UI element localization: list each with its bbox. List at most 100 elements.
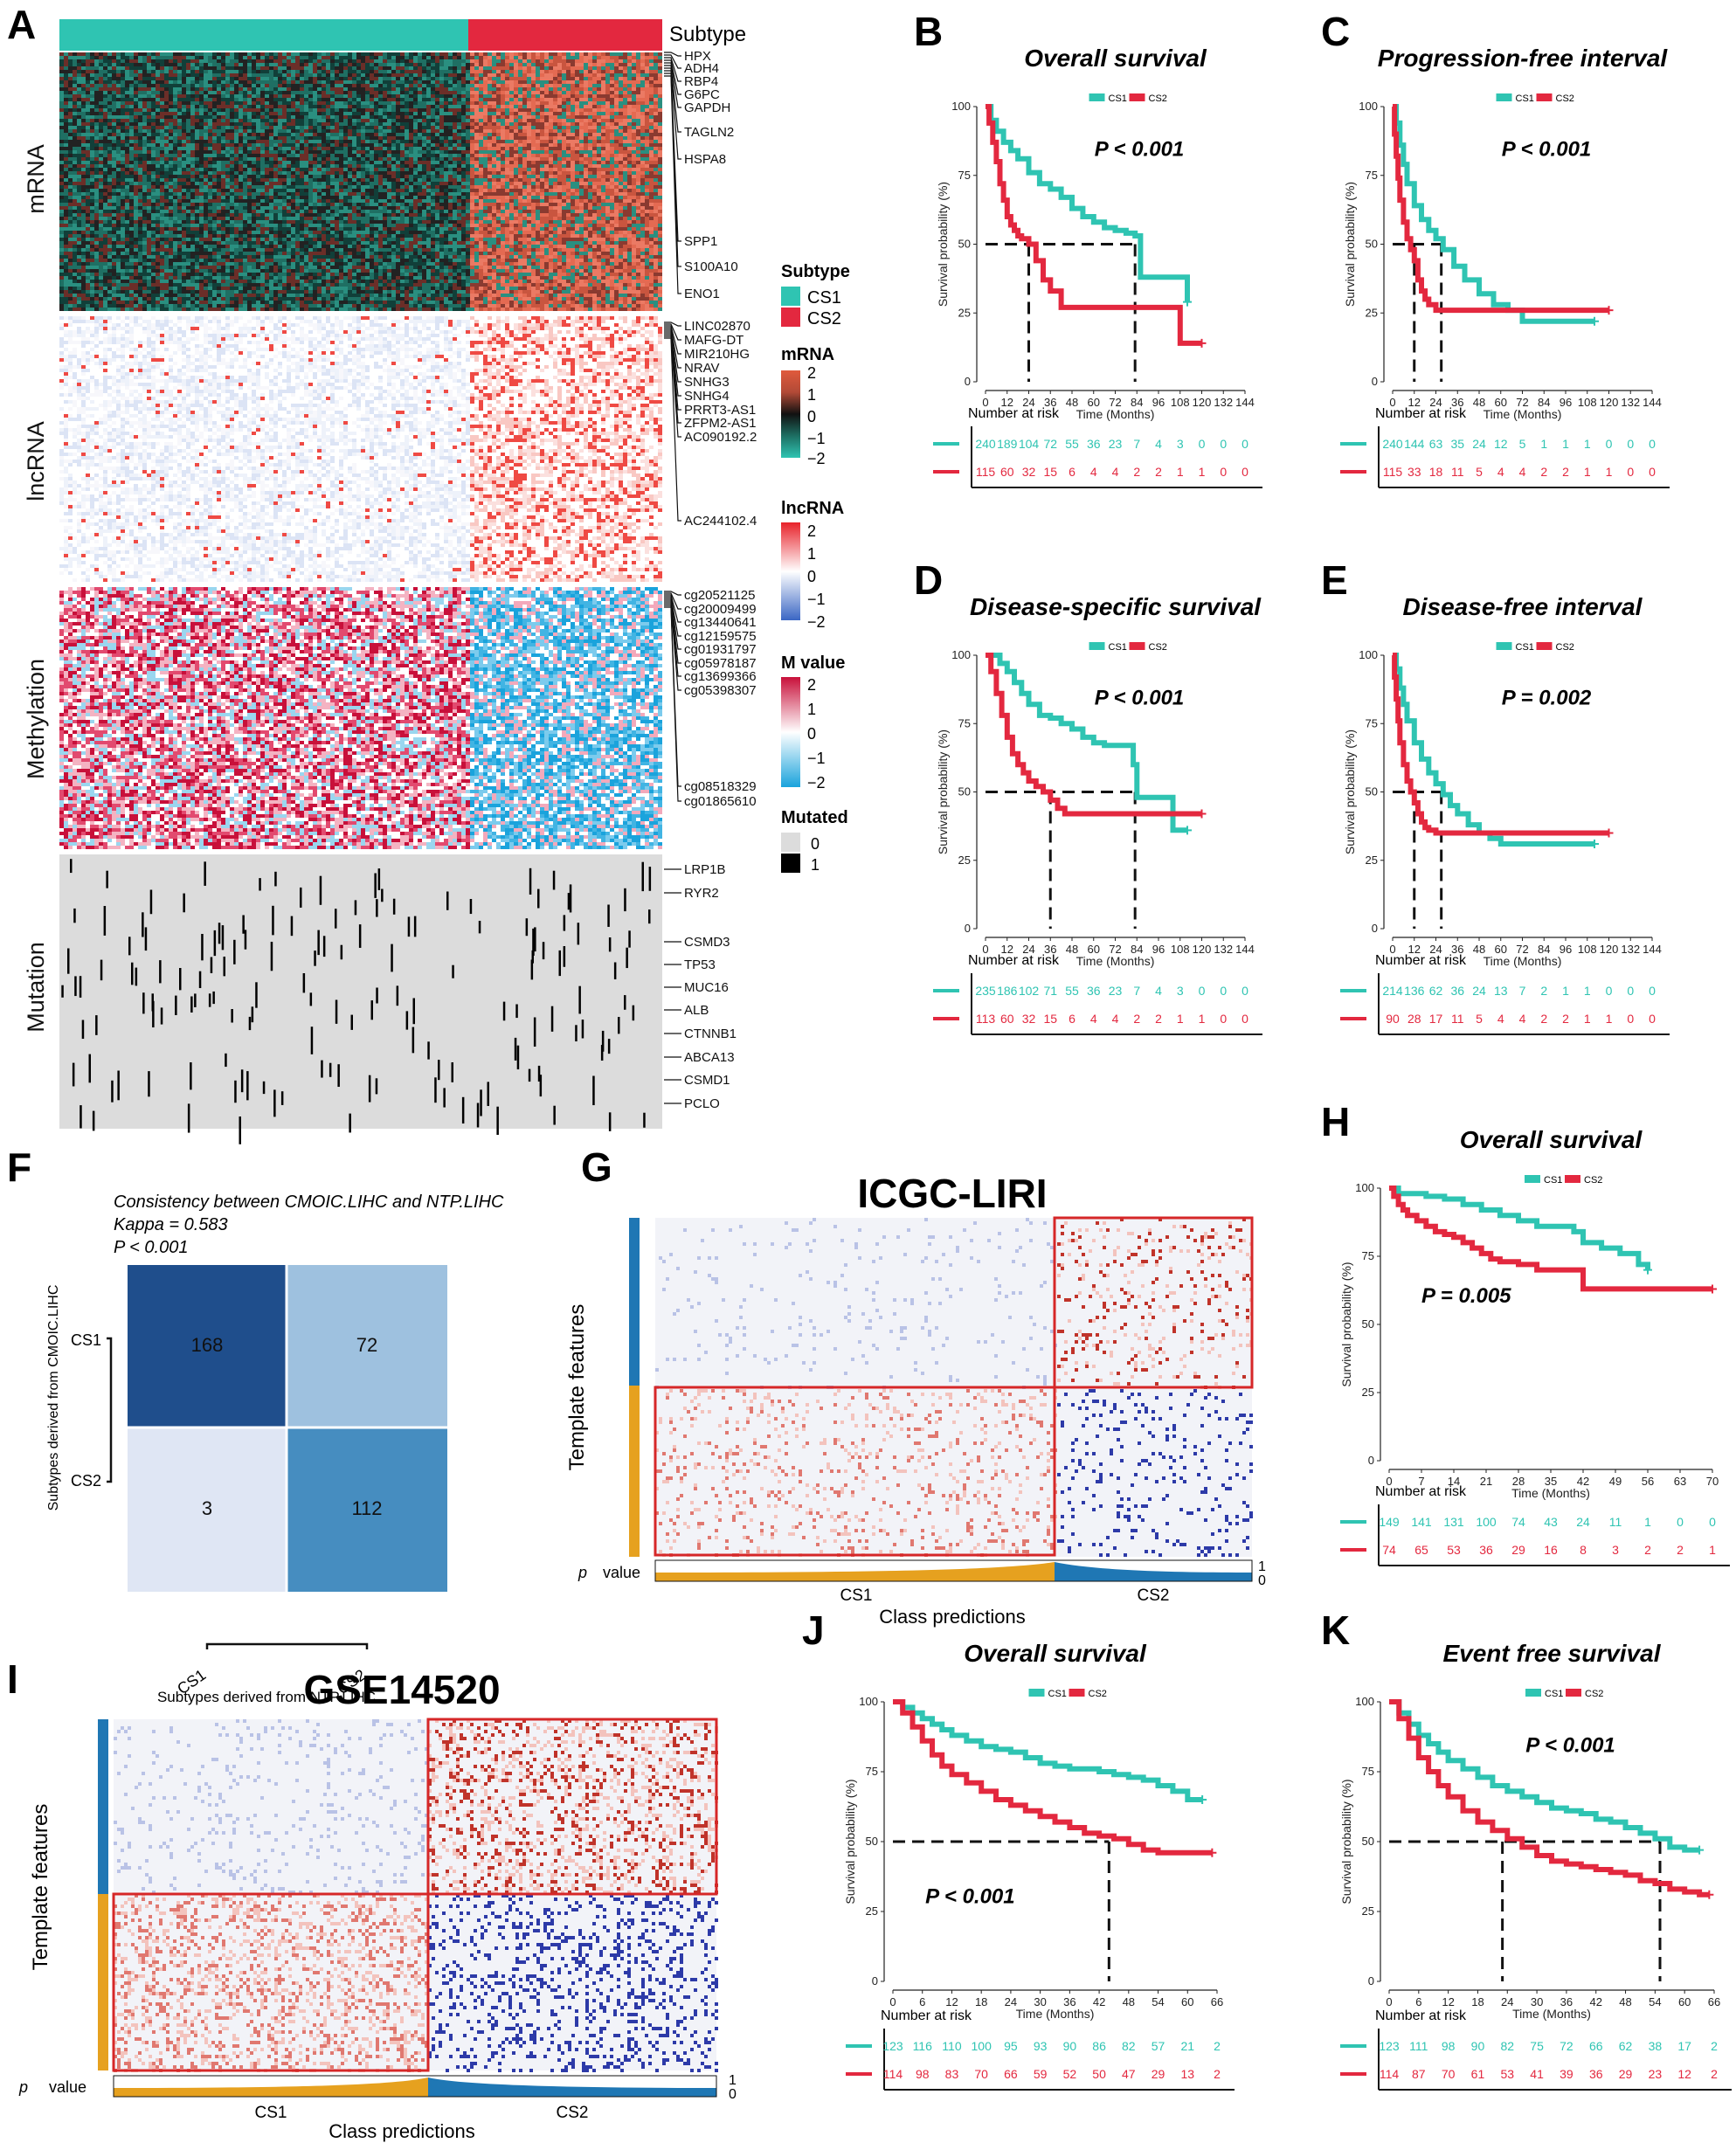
chart-mark: [588, 73, 592, 77]
chart-mark: [536, 77, 540, 80]
chart-mark: [632, 59, 636, 63]
chart-mark: [317, 56, 322, 59]
chart-mark: [571, 66, 575, 70]
chart-mark: [134, 77, 138, 80]
chart-mark: [282, 70, 287, 73]
chart-mark: [291, 59, 295, 63]
chart-mark: [103, 63, 107, 66]
chart-mark: [645, 59, 649, 63]
chart-mark: [129, 70, 134, 73]
chart-mark: [239, 56, 243, 59]
chart-mark: [164, 52, 169, 56]
chart-mark: [142, 59, 147, 63]
chart-mark: [217, 59, 221, 63]
chart-mark: [225, 77, 230, 80]
chart-mark: [269, 59, 273, 63]
chart-mark: [160, 77, 164, 80]
chart-mark: [531, 59, 536, 63]
chart-mark: [225, 63, 230, 66]
chart-mark: [291, 63, 295, 66]
chart-mark: [514, 52, 518, 56]
chart-mark: [658, 52, 662, 56]
chart-mark: [623, 59, 627, 63]
chart-mark: [479, 66, 483, 70]
chart-mark: [540, 56, 544, 59]
chart-mark: [496, 73, 501, 77]
chart-mark: [77, 59, 81, 63]
chart-mark: [501, 77, 505, 80]
chart-mark: [243, 59, 247, 63]
chart-mark: [308, 66, 313, 70]
chart-mark: [501, 56, 505, 59]
chart-mark: [348, 52, 352, 56]
chart-mark: [588, 63, 592, 66]
chart-mark: [73, 70, 77, 73]
chart-mark: [632, 77, 636, 80]
chart-mark: [138, 59, 142, 63]
chart-mark: [518, 59, 522, 63]
chart-mark: [387, 59, 391, 63]
chart-mark: [160, 73, 164, 77]
chart-mark: [426, 70, 431, 73]
chart-mark: [64, 52, 68, 56]
chart-mark: [217, 70, 221, 73]
chart-mark: [557, 56, 562, 59]
chart-mark: [217, 77, 221, 80]
chart-mark: [640, 66, 645, 70]
chart-mark: [147, 63, 151, 66]
chart-mark: [466, 56, 470, 59]
chart-mark: [177, 59, 182, 63]
chart-mark: [614, 63, 619, 66]
chart-mark: [343, 59, 348, 63]
chart-mark: [190, 59, 195, 63]
chart-mark: [68, 66, 73, 70]
chart-mark: [457, 63, 461, 66]
chart-mark: [107, 66, 112, 70]
chart-mark: [339, 56, 343, 59]
chart-mark: [282, 56, 287, 59]
chart-mark: [348, 63, 352, 66]
chart-mark: [584, 52, 588, 56]
chart-mark: [190, 63, 195, 66]
panel-label-a: A: [7, 2, 36, 47]
chart-mark: [544, 66, 549, 70]
chart-mark: [265, 66, 269, 70]
chart-mark: [461, 59, 466, 63]
chart-mark: [73, 73, 77, 77]
chart-mark: [151, 56, 156, 59]
chart-mark: [112, 56, 116, 59]
chart-mark: [300, 73, 304, 77]
chart-mark: [335, 59, 339, 63]
chart-mark: [265, 52, 269, 56]
chart-mark: [107, 56, 112, 59]
chart-mark: [391, 70, 396, 73]
chart-mark: [68, 56, 73, 59]
chart-mark: [426, 77, 431, 80]
chart-mark: [195, 63, 199, 66]
chart-mark: [212, 59, 217, 63]
chart-mark: [483, 52, 488, 56]
chart-mark: [304, 52, 308, 56]
chart-mark: [182, 63, 186, 66]
chart-mark: [308, 59, 313, 63]
chart-mark: [343, 56, 348, 59]
chart-mark: [265, 70, 269, 73]
chart-mark: [239, 52, 243, 56]
chart-mark: [444, 66, 448, 70]
chart-mark: [352, 52, 356, 56]
chart-mark: [282, 66, 287, 70]
chart-mark: [295, 73, 300, 77]
chart-mark: [453, 70, 457, 73]
chart-mark: [335, 56, 339, 59]
chart-mark: [654, 59, 658, 63]
chart-mark: [592, 73, 597, 77]
chart-mark: [304, 77, 308, 80]
chart-mark: [239, 73, 243, 77]
chart-mark: [125, 73, 129, 77]
chart-mark: [518, 77, 522, 80]
chart-mark: [483, 66, 488, 70]
chart-mark: [164, 77, 169, 80]
chart-mark: [173, 77, 177, 80]
chart-mark: [265, 56, 269, 59]
chart-mark: [304, 66, 308, 70]
